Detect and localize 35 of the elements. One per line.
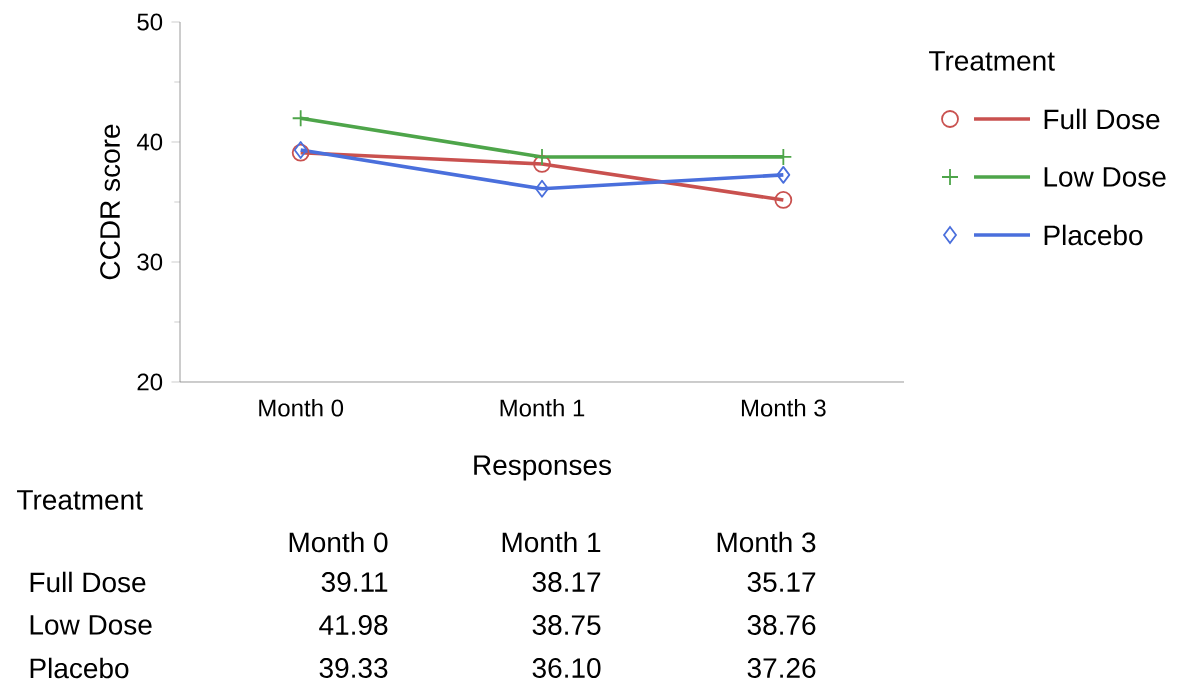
data-label: 38.75 [532, 614, 601, 635]
text: Full Dose [30, 571, 146, 593]
x-axis-title: Responses [474, 455, 612, 481]
data-label: 39.11 [321, 571, 388, 592]
point [533, 147, 551, 166]
y-axis-title: CCDR score [100, 124, 120, 280]
y-tick-label: 30 [137, 253, 163, 271]
data-label: 38.17 [532, 571, 601, 592]
data-label: 39.33 [319, 657, 388, 678]
x-tick-label: Month 1 [500, 398, 585, 417]
category-label: Month 3 [717, 531, 816, 553]
data-label: 38.76 [747, 614, 816, 635]
x-tick-label: Month 0 [259, 398, 344, 417]
y-tick-label: 40 [136, 133, 163, 151]
text: Treatment [17, 490, 143, 510]
point [291, 109, 310, 127]
data-label: 41.98 [319, 614, 388, 635]
legend-label: Placebo [1044, 224, 1143, 246]
point [533, 154, 551, 173]
legend-label: Full Dose [1044, 108, 1160, 130]
data-label: 37.26 [747, 657, 816, 678]
y-tick-label: 50 [137, 13, 163, 31]
x-tick-label: Month 3 [741, 398, 826, 417]
legend-title: Treatment [929, 51, 1055, 71]
category-label: Month 1 [502, 531, 601, 553]
point [774, 190, 793, 209]
point [776, 165, 791, 184]
y-tick-label: 20 [137, 373, 163, 391]
legend-label: Low Dose [1044, 167, 1166, 187]
text: Placebo [30, 657, 129, 679]
text: Low Dose [30, 615, 152, 635]
data-label: 36.10 [532, 657, 601, 678]
category-label: Month 0 [289, 531, 388, 553]
point [535, 179, 549, 198]
data-label: 35.17 [747, 571, 816, 592]
